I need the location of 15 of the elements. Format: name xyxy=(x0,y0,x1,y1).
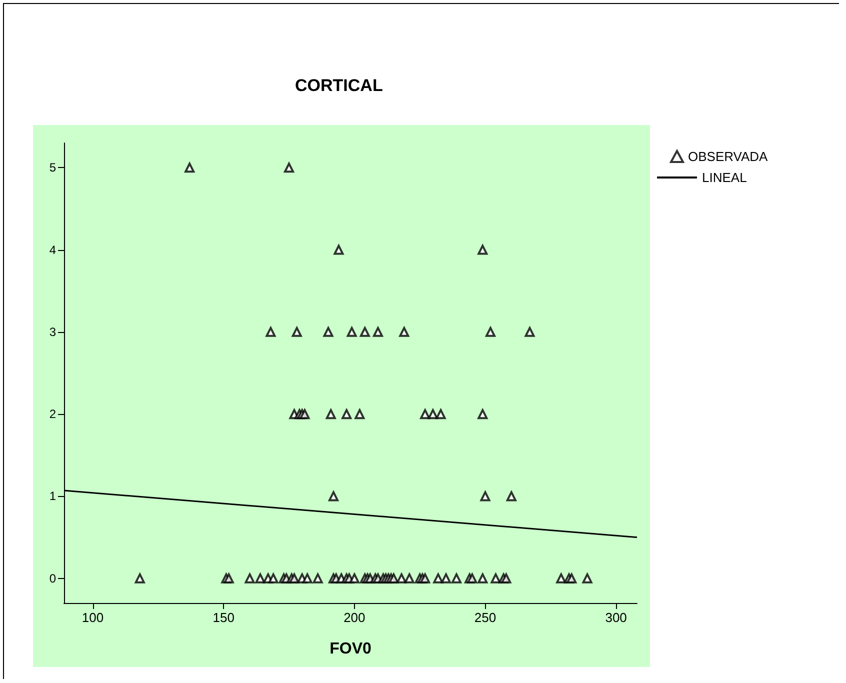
x-tick-label: 250 xyxy=(474,610,496,625)
y-tick-label: 1 xyxy=(49,489,56,504)
y-tick-label: 2 xyxy=(49,407,56,422)
x-axis-title: FOV0 xyxy=(330,640,372,658)
x-tick-label: 300 xyxy=(605,610,627,625)
y-tick-label: 3 xyxy=(49,324,56,339)
x-tick-label: 150 xyxy=(212,610,234,625)
y-tick-label: 5 xyxy=(49,160,56,175)
legend-label: LINEAL xyxy=(702,170,747,185)
chart-title: CORTICAL xyxy=(295,76,383,95)
legend-label: OBSERVADA xyxy=(688,149,768,164)
x-tick-label: 100 xyxy=(82,610,104,625)
y-tick-label: 4 xyxy=(49,242,56,257)
x-tick-label: 200 xyxy=(344,610,366,625)
y-tick-label: 0 xyxy=(49,571,56,586)
